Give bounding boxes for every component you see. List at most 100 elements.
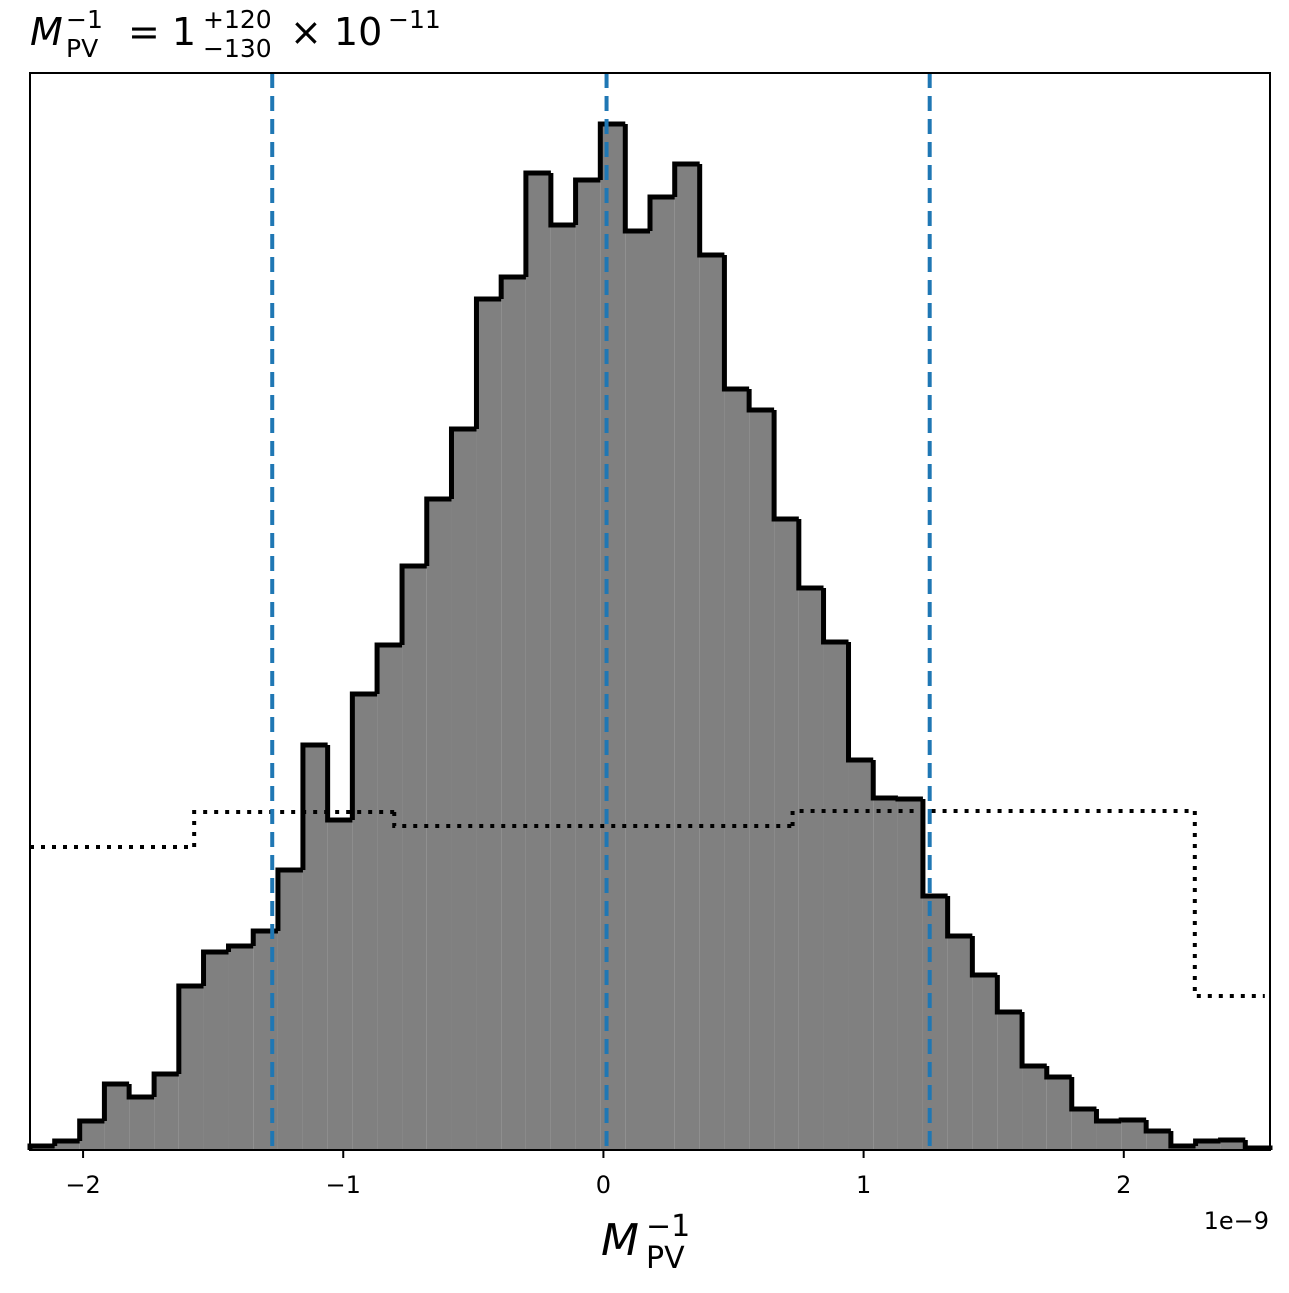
histogram-bar bbox=[476, 299, 502, 1150]
histogram-outline bbox=[101, 1081, 130, 1121]
histogram-outline bbox=[721, 255, 750, 392]
histogram-bar bbox=[1046, 1077, 1072, 1150]
histogram-outline bbox=[597, 121, 626, 180]
histogram-bar bbox=[674, 164, 700, 1150]
histogram-outline bbox=[994, 975, 1023, 1015]
histogram-bar bbox=[922, 896, 948, 1150]
histogram-outline bbox=[969, 936, 998, 978]
histogram-bar bbox=[1121, 1120, 1147, 1150]
histogram-bar bbox=[377, 645, 403, 1150]
chart-title: M −1 PV = 1 +120 −130 × 10 −11 bbox=[30, 0, 441, 66]
xlabel-symbol: M bbox=[601, 1215, 639, 1266]
histogram-bar bbox=[650, 197, 675, 1150]
histogram-bar bbox=[1146, 1131, 1171, 1150]
histogram-outline bbox=[349, 691, 378, 820]
histogram-outline bbox=[1168, 1131, 1196, 1149]
histogram-outline bbox=[300, 742, 328, 870]
prior-step bbox=[392, 812, 793, 828]
prior-step bbox=[1192, 811, 1265, 998]
histogram-bar bbox=[1022, 1066, 1047, 1150]
histogram-outline bbox=[275, 867, 303, 931]
histogram-outline bbox=[325, 745, 353, 823]
histogram-outline bbox=[573, 177, 601, 225]
histogram-outline bbox=[548, 173, 576, 228]
title-times: × 10 bbox=[290, 10, 382, 54]
histogram-outline bbox=[201, 949, 229, 986]
histogram-outline bbox=[374, 642, 403, 694]
title-sub: PV bbox=[66, 34, 98, 63]
histogram-bar bbox=[154, 1074, 179, 1150]
x-axis-label: M −1 PV bbox=[601, 1196, 704, 1276]
histogram-bar bbox=[525, 173, 551, 1150]
histogram-outline bbox=[672, 161, 700, 197]
histogram-bar bbox=[302, 745, 328, 1150]
histogram-outline bbox=[1019, 1012, 1047, 1069]
histogram-outline bbox=[473, 296, 502, 429]
histogram-outline bbox=[226, 943, 254, 952]
prior-step bbox=[790, 809, 1195, 826]
histogram-bar bbox=[104, 1084, 130, 1150]
histogram-bar bbox=[54, 1141, 80, 1150]
histogram-outline bbox=[647, 194, 675, 231]
histogram-outline bbox=[821, 588, 849, 645]
plot-frame bbox=[29, 72, 1271, 1151]
histogram-bar bbox=[178, 986, 204, 1150]
histogram-outline bbox=[870, 760, 898, 801]
histogram-bar bbox=[1096, 1121, 1122, 1150]
histogram-bar bbox=[575, 180, 601, 1150]
histogram-outline bbox=[448, 426, 477, 499]
histogram-bar bbox=[129, 1097, 155, 1150]
x-offset-label: 1e−9 bbox=[1204, 1207, 1269, 1235]
title-sup: −1 bbox=[66, 5, 103, 34]
histogram-outline bbox=[796, 519, 824, 591]
histogram-outline bbox=[945, 896, 973, 939]
histogram-outline bbox=[1242, 1140, 1273, 1151]
histogram-outline bbox=[746, 389, 775, 413]
histogram-bar bbox=[327, 820, 353, 1150]
histogram-bar bbox=[749, 410, 775, 1150]
x-tick-label: 1 bbox=[856, 1171, 871, 1199]
histogram-bar bbox=[277, 870, 303, 1150]
xlabel-sub: PV bbox=[646, 1241, 685, 1276]
histogram-bar bbox=[724, 389, 750, 1150]
histogram-outline bbox=[697, 164, 725, 258]
x-tick-label: −1 bbox=[326, 1171, 361, 1199]
histogram-bar bbox=[972, 975, 998, 1150]
histogram-outline bbox=[1218, 1137, 1246, 1143]
histogram-outline bbox=[771, 410, 799, 522]
x-tick-label: −2 bbox=[65, 1171, 100, 1199]
histogram-outline bbox=[622, 124, 650, 234]
histogram-bar bbox=[228, 946, 254, 1150]
histogram-outline bbox=[1143, 1120, 1171, 1134]
histogram-outline bbox=[52, 1138, 80, 1146]
xlabel-sup: −1 bbox=[646, 1209, 690, 1244]
x-tick-label: 2 bbox=[1116, 1171, 1131, 1199]
histogram-bar bbox=[253, 931, 278, 1150]
histogram-outline bbox=[250, 928, 278, 946]
prior-step bbox=[192, 810, 395, 847]
histogram-bar bbox=[873, 798, 898, 1150]
histogram-bar bbox=[1220, 1140, 1246, 1150]
histogram-bar bbox=[997, 1012, 1023, 1150]
histogram-outline bbox=[1069, 1077, 1097, 1112]
histogram-bar bbox=[352, 694, 378, 1150]
histogram-outline bbox=[1118, 1117, 1147, 1123]
histogram-outline bbox=[846, 642, 874, 763]
x-tick-label: 0 bbox=[596, 1171, 611, 1199]
histogram-bar bbox=[1195, 1141, 1221, 1150]
title-upper: +120 bbox=[203, 5, 272, 34]
histogram-bar bbox=[600, 124, 626, 1150]
histogram-bar bbox=[79, 1121, 105, 1150]
title-exponent: −11 bbox=[388, 5, 441, 34]
histogram-outline bbox=[1093, 1109, 1122, 1124]
histogram-bar bbox=[203, 952, 229, 1150]
histogram-outline bbox=[77, 1118, 105, 1141]
histogram-bar bbox=[774, 519, 799, 1150]
histogram-outline bbox=[1044, 1066, 1072, 1080]
histogram-bar bbox=[897, 799, 923, 1150]
histogram-outline bbox=[126, 1084, 155, 1100]
histogram-bar bbox=[848, 760, 874, 1150]
histogram-bar bbox=[699, 255, 725, 1150]
histogram-outline bbox=[498, 274, 526, 299]
histogram-outline bbox=[176, 983, 204, 1074]
